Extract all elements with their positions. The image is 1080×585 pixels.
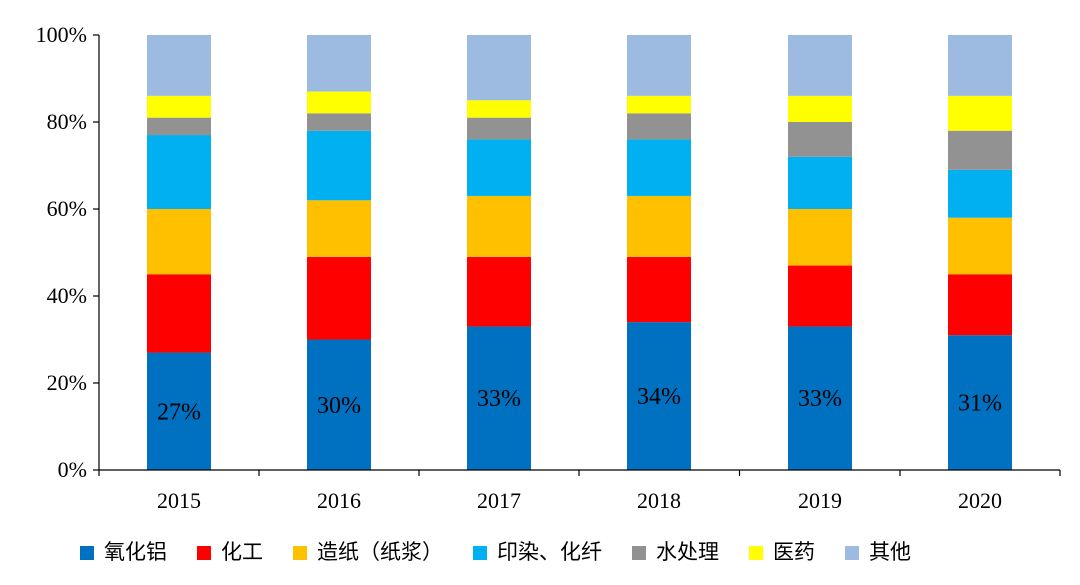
x-tick-label: 2016 (317, 488, 361, 513)
bar-2017-series-5 (467, 100, 531, 118)
bar-2015-series-6 (147, 35, 211, 96)
bar-2020-series-2 (948, 217, 1012, 275)
y-tick-label: 40% (47, 283, 87, 308)
x-tick-label: 2017 (477, 488, 521, 513)
bar-2015-series-0 (147, 352, 211, 470)
x-tick-label: 2018 (637, 488, 681, 513)
bar-2019-series-1 (788, 265, 852, 327)
legend-swatch (473, 546, 487, 560)
legend-label: 化工 (221, 540, 263, 564)
bar-2016-series-0 (307, 339, 371, 470)
bar-2016-series-3 (307, 130, 371, 201)
legend-item-6: 其他 (845, 540, 911, 564)
bar-2015-series-2 (147, 209, 211, 275)
x-tick-label: 2020 (958, 488, 1002, 513)
bar-2016-series-2 (307, 200, 371, 257)
bar-2019-series-6 (788, 35, 852, 96)
bar-2018-series-0 (627, 322, 691, 470)
bar-2016-series-5 (307, 91, 371, 114)
legend-label: 其他 (869, 540, 911, 564)
legend-item-2: 造纸（纸浆） (293, 540, 443, 564)
bar-2019-series-3 (788, 156, 852, 209)
data-label-2017: 33% (477, 386, 521, 412)
bar-2015-series-1 (147, 274, 211, 353)
y-tick-label: 80% (47, 109, 87, 134)
y-tick-label: 60% (47, 196, 87, 221)
data-label-2019: 33% (798, 386, 842, 412)
legend-item-0: 氧化铝 (80, 540, 167, 564)
bar-2020-series-5 (948, 95, 1012, 131)
legend-swatch (80, 546, 94, 560)
bar-2017-series-3 (467, 139, 531, 196)
legend-label: 造纸（纸浆） (317, 540, 443, 564)
bar-2018-series-3 (627, 139, 691, 196)
y-tick-label: 100% (36, 22, 87, 47)
bar-2016-series-1 (307, 256, 371, 340)
bar-2017-series-2 (467, 195, 531, 257)
bar-2020-series-4 (948, 130, 1012, 170)
bar-2019-series-5 (788, 95, 852, 122)
bar-2015-series-5 (147, 95, 211, 118)
bars-layer (147, 35, 1012, 470)
legend-label: 水处理 (656, 540, 719, 564)
x-tick-label: 2015 (157, 488, 201, 513)
bar-2019-series-2 (788, 209, 852, 266)
axes-layer: 0% 20% 40% 60% 80% 100% 2015 2016 2017 2018 2019 20… (36, 22, 1061, 513)
bar-2018-series-6 (627, 35, 691, 96)
y-tick-label: 20% (47, 370, 87, 395)
legend-item-4: 水处理 (632, 540, 719, 564)
bar-2016-series-6 (307, 35, 371, 92)
legend-label: 氧化铝 (104, 540, 167, 564)
legend: 氧化铝 化工 造纸（纸浆） 印染、化纤 水处理 医药 其他 (80, 540, 911, 564)
data-label-2015: 27% (157, 399, 201, 425)
bar-2016-series-4 (307, 113, 371, 131)
legend-swatch (749, 546, 763, 560)
bar-2017-series-4 (467, 117, 531, 140)
bar-2020-series-6 (948, 35, 1012, 96)
bar-2017-series-6 (467, 35, 531, 101)
bar-2019-series-4 (788, 122, 852, 157)
legend-item-1: 化工 (197, 540, 263, 564)
bar-2018-series-1 (627, 256, 691, 323)
data-label-2016: 30% (317, 393, 361, 419)
legend-label: 医药 (773, 540, 815, 564)
bar-2017-series-0 (467, 326, 531, 470)
labels-layer: 27% 30% 33% 34% 33% 31% (157, 384, 1002, 425)
legend-swatch (632, 546, 646, 560)
bar-2019-series-0 (788, 326, 852, 470)
x-tick-label: 2019 (798, 488, 842, 513)
legend-label: 印染、化纤 (497, 540, 602, 564)
legend-item-5: 医药 (749, 540, 815, 564)
bar-2015-series-3 (147, 135, 211, 209)
data-label-2018: 34% (637, 384, 681, 410)
bar-2020-series-3 (948, 169, 1012, 218)
bar-2018-series-4 (627, 113, 691, 140)
legend-swatch (845, 546, 859, 560)
y-tick-label: 0% (58, 457, 87, 482)
bar-2020-series-0 (948, 335, 1012, 470)
legend-swatch (293, 546, 307, 560)
data-label-2020: 31% (958, 391, 1002, 417)
bar-2020-series-1 (948, 274, 1012, 336)
bar-2015-series-4 (147, 117, 211, 136)
bar-2017-series-1 (467, 256, 531, 327)
legend-item-3: 印染、化纤 (473, 540, 602, 564)
bar-2018-series-2 (627, 195, 691, 257)
bar-2018-series-5 (627, 95, 691, 114)
legend-swatch (197, 546, 211, 560)
